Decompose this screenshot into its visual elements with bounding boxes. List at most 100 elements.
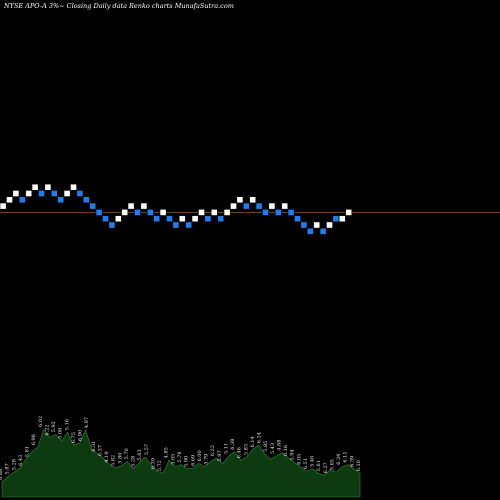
renko-brick-down bbox=[217, 215, 225, 223]
volume-label: 4.97 bbox=[84, 417, 90, 428]
renko-brick-up bbox=[114, 215, 122, 223]
volume-label: 5.57 bbox=[144, 444, 150, 455]
renko-brick-down bbox=[146, 209, 154, 216]
volume-label: 6.75 bbox=[71, 432, 77, 443]
volume-label: 6.39 bbox=[151, 458, 157, 469]
renko-brick-down bbox=[185, 221, 193, 229]
volume-label: 5.43 bbox=[270, 443, 276, 454]
renko-brick-up bbox=[210, 209, 218, 216]
volume-label: 6.16 bbox=[283, 445, 289, 456]
volume-label: 6.39 bbox=[349, 456, 355, 467]
renko-brick-down bbox=[18, 196, 26, 204]
volume-label: 5.65 bbox=[330, 459, 336, 470]
volume-label: 6.88 bbox=[0, 469, 4, 480]
renko-brick-up bbox=[249, 196, 257, 204]
renko-brick-down bbox=[287, 209, 295, 216]
volume-label: 5.28 bbox=[131, 456, 137, 467]
renko-brick-down bbox=[274, 209, 282, 216]
volume-label: 4.85 bbox=[164, 447, 170, 458]
renko-brick-down bbox=[306, 227, 314, 235]
renko-brick-down bbox=[108, 221, 116, 229]
renko-brick-up bbox=[230, 202, 237, 210]
volume-label: 6.27 bbox=[323, 462, 329, 473]
renko-brick-down bbox=[95, 209, 103, 216]
renko-brick-up bbox=[178, 215, 186, 223]
volume-label: 6.22 bbox=[210, 445, 216, 456]
volume-label: 6.24 bbox=[257, 432, 263, 443]
volume-label: 5.70 bbox=[124, 448, 130, 459]
volume-label: 5.87 bbox=[5, 463, 11, 474]
volume-label: 5.05 bbox=[170, 454, 176, 465]
renko-brick-down bbox=[294, 215, 301, 223]
renko-brick-down bbox=[38, 190, 45, 197]
renko-brick-up bbox=[127, 202, 135, 210]
volume-label: 4.88 bbox=[276, 440, 282, 451]
volume-label: 6.14 bbox=[250, 436, 256, 447]
volume-label: 5.28 bbox=[11, 459, 17, 470]
renko-brick-down bbox=[255, 202, 263, 210]
volume-label: 5.16 bbox=[64, 419, 70, 430]
volume-label: 6.05 bbox=[296, 454, 302, 465]
volume-label: 6.10 bbox=[356, 460, 362, 471]
volume-area-path bbox=[1, 428, 361, 498]
volume-label: 5.61 bbox=[25, 446, 31, 457]
renko-brick-up bbox=[281, 202, 289, 210]
volume-label: 6.90 bbox=[78, 430, 84, 441]
volume-label: 5.83 bbox=[243, 444, 249, 455]
volume-label: 5.08 bbox=[58, 428, 64, 439]
renko-brick-up bbox=[338, 215, 346, 223]
renko-brick-up bbox=[268, 202, 276, 210]
volume-label: 6.37 bbox=[97, 445, 103, 456]
renko-brick-up bbox=[159, 209, 167, 216]
renko-brick-up bbox=[12, 190, 20, 197]
renko-brick-up bbox=[236, 196, 244, 204]
chart-title: NYSE APO-A 3%~ Closing Daily data Renko … bbox=[3, 2, 234, 10]
renko-brick-up bbox=[63, 190, 71, 197]
renko-brick-down bbox=[166, 215, 173, 223]
renko-brick-down bbox=[300, 221, 308, 229]
volume-label: 5.63 bbox=[137, 449, 143, 460]
renko-brick-up bbox=[44, 183, 52, 191]
renko-brick-up bbox=[25, 190, 33, 197]
volume-label: 5.61 bbox=[316, 460, 322, 471]
renko-brick-up bbox=[313, 221, 321, 229]
volume-label: 5.97 bbox=[217, 450, 223, 461]
volume-label: 6.38 bbox=[230, 439, 236, 450]
volume-label: 4.19 bbox=[104, 451, 110, 462]
renko-brick-up bbox=[70, 183, 77, 191]
volume-label: 6.22 bbox=[44, 424, 50, 435]
renko-brick-up bbox=[223, 209, 231, 216]
volume-label: 5.80 bbox=[117, 453, 123, 464]
volume-label: 6.34 bbox=[336, 454, 342, 465]
volume-label: 5.82 bbox=[111, 455, 117, 466]
renko-brick-up bbox=[140, 202, 148, 210]
volume-label: 5.46 bbox=[310, 456, 316, 467]
volume-label: 6.46 bbox=[237, 447, 243, 458]
renko-brick-up bbox=[121, 209, 129, 216]
volume-label: 6.69 bbox=[190, 455, 196, 466]
renko-brick-down bbox=[134, 209, 141, 216]
renko-brick-up bbox=[345, 209, 353, 216]
renko-brick-down bbox=[102, 215, 109, 223]
renko-brick-down bbox=[242, 202, 250, 210]
renko-brick-up bbox=[326, 221, 333, 229]
volume-area bbox=[1, 428, 361, 498]
renko-brick-down bbox=[82, 196, 90, 204]
volume-label: 5.93 bbox=[51, 421, 57, 432]
volume-label: 5.78 bbox=[177, 451, 183, 462]
renko-brick-up bbox=[191, 215, 199, 223]
volume-label: 5.11 bbox=[223, 443, 229, 454]
renko-brick-up bbox=[31, 183, 39, 191]
renko-brick-down bbox=[57, 196, 65, 204]
renko-brick-down bbox=[76, 190, 84, 197]
volume-label: 6.98 bbox=[31, 434, 37, 445]
volume-labels: 6.88 5.87 5.28 6.435.616.986.026.22 5.935.08… bbox=[0, 416, 362, 480]
renko-bricks bbox=[0, 183, 353, 235]
volume-label: 6.00 bbox=[197, 450, 203, 461]
renko-brick-down bbox=[172, 221, 180, 229]
renko-brick-down bbox=[50, 190, 58, 197]
volume-label: 6.43 bbox=[18, 455, 24, 466]
renko-brick-up bbox=[6, 196, 13, 204]
